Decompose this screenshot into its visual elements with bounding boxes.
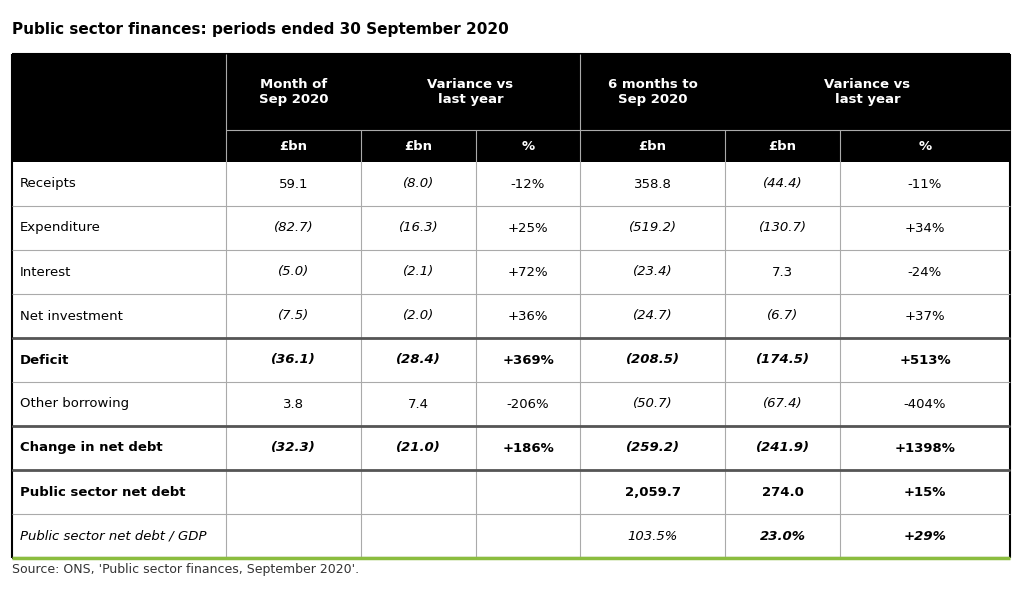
Text: 6 months to
Sep 2020: 6 months to Sep 2020 <box>607 78 697 106</box>
Text: 274.0: 274.0 <box>762 486 804 499</box>
Text: 103.5%: 103.5% <box>628 529 678 542</box>
Text: Receipts: Receipts <box>20 178 77 191</box>
Text: £bn: £bn <box>639 139 667 152</box>
Text: Expenditure: Expenditure <box>20 221 101 234</box>
Text: 59.1: 59.1 <box>279 178 308 191</box>
Text: -404%: -404% <box>904 398 946 410</box>
Text: (174.5): (174.5) <box>756 353 810 367</box>
Text: %: % <box>919 139 932 152</box>
Text: (23.4): (23.4) <box>633 266 673 279</box>
Text: Change in net debt: Change in net debt <box>20 441 163 454</box>
Text: (2.0): (2.0) <box>402 310 434 322</box>
Text: (208.5): (208.5) <box>626 353 680 367</box>
Text: +1398%: +1398% <box>895 441 955 454</box>
Text: (82.7): (82.7) <box>273 221 313 234</box>
Text: Variance vs
last year: Variance vs last year <box>824 78 910 106</box>
Text: (50.7): (50.7) <box>633 398 673 410</box>
Bar <box>12 426 1010 470</box>
Text: (259.2): (259.2) <box>626 441 680 454</box>
Text: (21.0): (21.0) <box>396 441 441 454</box>
Text: (130.7): (130.7) <box>759 221 807 234</box>
Bar <box>12 470 1010 514</box>
Text: +25%: +25% <box>508 221 548 234</box>
Bar <box>12 130 1010 162</box>
Text: (6.7): (6.7) <box>767 310 798 322</box>
Bar <box>12 382 1010 426</box>
Text: (44.4): (44.4) <box>763 178 803 191</box>
Text: +29%: +29% <box>903 529 946 542</box>
Text: Month of
Sep 2020: Month of Sep 2020 <box>259 78 329 106</box>
Bar <box>12 162 1010 206</box>
Text: Public sector net debt / GDP: Public sector net debt / GDP <box>20 529 207 542</box>
Text: (7.5): (7.5) <box>278 310 309 322</box>
Text: (5.0): (5.0) <box>278 266 309 279</box>
Text: -12%: -12% <box>511 178 545 191</box>
Text: £bn: £bn <box>768 139 797 152</box>
Text: (67.4): (67.4) <box>763 398 803 410</box>
Text: %: % <box>521 139 535 152</box>
Text: (519.2): (519.2) <box>629 221 677 234</box>
Bar <box>12 514 1010 558</box>
Text: Source: ONS, 'Public sector finances, September 2020'.: Source: ONS, 'Public sector finances, Se… <box>12 563 359 576</box>
Text: +37%: +37% <box>904 310 945 322</box>
Bar <box>12 338 1010 382</box>
Text: 7.4: 7.4 <box>408 398 429 410</box>
Text: 3.8: 3.8 <box>283 398 304 410</box>
Text: (2.1): (2.1) <box>402 266 434 279</box>
Text: (16.3): (16.3) <box>398 221 438 234</box>
Text: 7.3: 7.3 <box>772 266 793 279</box>
Text: +36%: +36% <box>508 310 548 322</box>
Text: (8.0): (8.0) <box>402 178 434 191</box>
Text: (28.4): (28.4) <box>396 353 441 367</box>
Text: Deficit: Deficit <box>20 353 70 367</box>
Text: Net investment: Net investment <box>20 310 123 322</box>
Text: Public sector net debt: Public sector net debt <box>20 486 185 499</box>
Text: +369%: +369% <box>502 353 554 367</box>
Bar <box>12 294 1010 338</box>
Text: -206%: -206% <box>507 398 549 410</box>
Text: £bn: £bn <box>404 139 432 152</box>
Text: 358.8: 358.8 <box>634 178 672 191</box>
Text: -11%: -11% <box>908 178 942 191</box>
Text: 2,059.7: 2,059.7 <box>625 486 681 499</box>
Text: 23.0%: 23.0% <box>760 529 806 542</box>
Text: Variance vs
last year: Variance vs last year <box>427 78 514 106</box>
Text: Other borrowing: Other borrowing <box>20 398 129 410</box>
Text: Public sector finances: periods ended 30 September 2020: Public sector finances: periods ended 30… <box>12 22 509 37</box>
Text: +34%: +34% <box>905 221 945 234</box>
Text: (32.3): (32.3) <box>271 441 315 454</box>
Bar <box>12 206 1010 250</box>
Text: +513%: +513% <box>899 353 951 367</box>
Text: +72%: +72% <box>508 266 548 279</box>
Text: (241.9): (241.9) <box>756 441 810 454</box>
Text: (24.7): (24.7) <box>633 310 673 322</box>
Text: -24%: -24% <box>908 266 942 279</box>
Text: £bn: £bn <box>280 139 307 152</box>
Bar <box>12 54 1010 130</box>
Text: +186%: +186% <box>502 441 554 454</box>
Text: Interest: Interest <box>20 266 72 279</box>
Text: (36.1): (36.1) <box>271 353 315 367</box>
Text: +15%: +15% <box>904 486 946 499</box>
Bar <box>12 250 1010 294</box>
